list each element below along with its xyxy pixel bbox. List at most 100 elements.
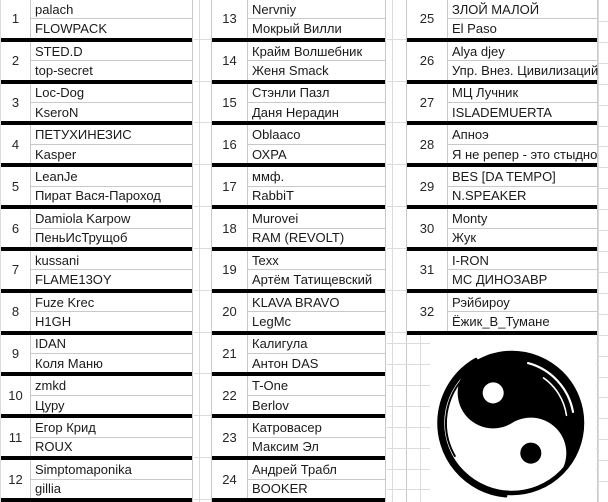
artist-bottom-cell[interactable]: gillia <box>35 481 62 497</box>
entry-number-cell[interactable]: 9 <box>1 334 31 373</box>
artist-top-cell[interactable]: Simptomaponika <box>31 460 192 480</box>
artist-top-cell[interactable]: Alya djey <box>448 42 597 62</box>
entry-number-cell[interactable]: 30 <box>407 209 448 247</box>
entry-number-cell[interactable]: 12 <box>1 460 31 498</box>
entry-number-cell[interactable]: 16 <box>212 125 248 164</box>
artist-bottom-cell[interactable]: LegMc <box>252 313 292 329</box>
artist-top-cell[interactable]: Murovei <box>248 209 385 229</box>
artist-bottom-cell[interactable]: FLOWPACK <box>35 21 107 37</box>
entry-number-cell[interactable]: 17 <box>212 167 248 206</box>
entry-number-cell[interactable]: 32 <box>407 292 448 331</box>
entry-number-cell[interactable]: 28 <box>407 125 448 164</box>
artist-top-cell[interactable]: Апноэ <box>448 125 597 145</box>
artist-top-cell[interactable]: Крайм Волшебник <box>248 42 385 62</box>
entry-number-cell[interactable]: 21 <box>212 334 248 373</box>
entry-number-cell[interactable]: 4 <box>1 125 31 164</box>
artist-bottom-cell[interactable]: RabbiT <box>252 188 294 204</box>
artist-bottom-cell[interactable]: N.SPEAKER <box>452 188 527 204</box>
artist-top-cell[interactable]: ммф. <box>248 167 385 187</box>
artist-top-cell[interactable]: IDAN <box>31 335 192 355</box>
artist-top-cell[interactable]: T-One <box>248 376 385 396</box>
entry-row: 2 STED.D top-secret <box>1 41 192 84</box>
artist-bottom-cell[interactable]: Мокрый Вилли <box>252 21 342 37</box>
artist-top-cell[interactable]: Texx <box>248 251 385 271</box>
entry-number-cell[interactable]: 8 <box>1 292 31 331</box>
artist-bottom-cell[interactable]: RAM (REVOLT) <box>252 230 345 246</box>
artist-top-cell[interactable]: ЗЛОЙ МАЛОЙ <box>448 0 597 20</box>
entry-number-cell[interactable]: 5 <box>1 167 31 206</box>
entry-number-cell[interactable]: 22 <box>212 376 248 415</box>
artist-bottom-cell[interactable]: FLAME13OY <box>35 272 112 288</box>
entry-number-cell[interactable]: 11 <box>1 418 31 457</box>
entry-number-cell[interactable]: 31 <box>407 250 448 289</box>
entry-number-cell[interactable]: 7 <box>1 250 31 289</box>
artist-top-cell[interactable]: Калигула <box>248 335 385 355</box>
artist-top-cell[interactable]: МЦ Лучник <box>448 84 597 104</box>
artist-top-cell[interactable]: palach <box>31 0 192 20</box>
artist-bottom-cell[interactable]: Пират Вася-Пароход <box>35 188 161 204</box>
yin-yang-image[interactable] <box>430 339 596 502</box>
artist-bottom-cell[interactable]: Артём Татищевский <box>252 272 373 288</box>
entry-number-cell[interactable]: 19 <box>212 250 248 289</box>
entry-number-cell[interactable]: 14 <box>212 41 248 80</box>
artist-bottom-cell[interactable]: ROUX <box>35 439 73 455</box>
artist-bottom-cell[interactable]: Антон DAS <box>252 355 319 371</box>
entry-number-cell[interactable]: 18 <box>212 209 248 247</box>
artist-bottom-cell[interactable]: Женя Smack <box>252 62 329 78</box>
artist-top-cell[interactable]: Катровасер <box>248 418 385 438</box>
artist-bottom-cell[interactable]: Kasper <box>35 146 77 162</box>
artist-bottom-cell[interactable]: Коля Маню <box>35 355 103 371</box>
artist-top-cell[interactable]: kussani <box>31 251 192 271</box>
entry-number-cell[interactable]: 25 <box>407 0 448 38</box>
artist-bottom-cell[interactable]: KseroN <box>35 104 79 120</box>
artist-top-cell[interactable]: Nervniy <box>248 0 385 20</box>
artist-top-cell[interactable]: BES [DA TEMPO] <box>448 167 597 187</box>
artist-bottom-cell[interactable]: ОХРА <box>252 146 287 162</box>
entry-number-cell[interactable]: 26 <box>407 41 448 80</box>
artist-top-cell[interactable]: Loc-Dog <box>31 84 192 104</box>
entry-number-cell[interactable]: 13 <box>212 0 248 38</box>
artist-top-cell[interactable]: I-RON <box>448 251 597 271</box>
artist-top-cell[interactable]: Fuze Krec <box>31 293 192 313</box>
entry-number-cell[interactable]: 24 <box>212 460 248 498</box>
artist-top-cell[interactable]: zmkd <box>31 376 192 396</box>
entry-number-cell[interactable]: 23 <box>212 418 248 457</box>
artist-bottom-cell[interactable]: Я не репер - это стыдно <box>452 146 598 162</box>
artist-bottom-cell[interactable]: BOOKER <box>252 481 308 497</box>
artist-top-cell[interactable]: Monty <box>448 209 597 229</box>
entry-number-cell[interactable]: 1 <box>1 0 31 38</box>
artist-bottom-cell[interactable]: Ёжик_В_Тумане <box>452 313 550 329</box>
artist-top-cell[interactable]: Егор Крид <box>31 418 192 438</box>
artist-top-cell[interactable]: Андрей Трабл <box>248 460 385 480</box>
entry-number-cell[interactable]: 27 <box>407 83 448 122</box>
artist-top-cell[interactable]: Damiola Karpow <box>31 209 192 229</box>
artist-top-cell[interactable]: LeanJe <box>31 167 192 187</box>
entry-number-cell[interactable]: 20 <box>212 292 248 331</box>
grid-line <box>599 334 608 336</box>
entry-names: Рэйбироу Ёжик_В_Тумане <box>448 293 597 331</box>
entry-number-cell[interactable]: 6 <box>1 209 31 247</box>
artist-bottom-cell[interactable]: top-secret <box>35 62 93 78</box>
entry-number-cell[interactable]: 2 <box>1 41 31 80</box>
artist-top-cell[interactable]: Oblaaco <box>248 125 385 145</box>
artist-bottom-cell[interactable]: МС ДИНОЗАВР <box>452 272 548 288</box>
entry-number-cell[interactable]: 3 <box>1 83 31 122</box>
artist-bottom-cell[interactable]: Цуру <box>35 397 65 413</box>
artist-bottom-cell[interactable]: Berlov <box>252 397 289 413</box>
artist-bottom-cell[interactable]: Даня Нерадин <box>252 104 339 120</box>
artist-bottom-cell[interactable]: ПеньИсТрущоб <box>35 230 128 246</box>
artist-bottom-cell[interactable]: ISLADEMUERTA <box>452 104 552 120</box>
artist-bottom-cell[interactable]: Упр. Внез. Цивилизаций <box>452 62 599 78</box>
artist-bottom-cell[interactable]: Максим Эл <box>252 439 319 455</box>
artist-bottom-cell[interactable]: H1GH <box>35 313 72 329</box>
artist-top-cell[interactable]: KLAVA BRAVO <box>248 293 385 313</box>
artist-top-cell[interactable]: STED.D <box>31 42 192 62</box>
artist-top-cell[interactable]: Стэнли Пазл <box>248 84 385 104</box>
artist-top-cell[interactable]: ПЕТУХИНЕЗИС <box>31 125 192 145</box>
entry-number-cell[interactable]: 29 <box>407 167 448 206</box>
artist-bottom-cell[interactable]: Жук <box>452 230 477 246</box>
artist-top-cell[interactable]: Рэйбироу <box>448 293 597 313</box>
entry-number-cell[interactable]: 15 <box>212 83 248 122</box>
artist-bottom-cell[interactable]: El Paso <box>452 21 497 37</box>
entry-number-cell[interactable]: 10 <box>1 376 31 415</box>
